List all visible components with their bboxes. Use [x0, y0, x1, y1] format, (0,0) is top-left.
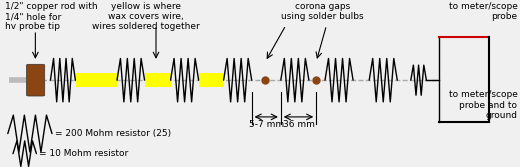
Text: 36 mm: 36 mm: [282, 120, 315, 129]
Text: to meter/scope
probe and to
ground: to meter/scope probe and to ground: [449, 90, 517, 120]
Bar: [76, 73, 117, 87]
Text: 1/2" copper rod with
1/4" hole for
hv probe tip: 1/2" copper rod with 1/4" hole for hv pr…: [5, 2, 98, 31]
Text: = 200 Mohm resistor (25): = 200 Mohm resistor (25): [55, 129, 171, 138]
Bar: [199, 73, 224, 87]
Text: = 10 Mohm resistor: = 10 Mohm resistor: [39, 149, 128, 158]
Text: corona gaps
using solder bulbs: corona gaps using solder bulbs: [281, 2, 363, 21]
Bar: [145, 73, 171, 87]
Text: to meter/scope
probe: to meter/scope probe: [449, 2, 517, 21]
Text: 5-7 mm: 5-7 mm: [249, 120, 284, 129]
Text: yellow is where
wax covers wire,
wires soldered together: yellow is where wax covers wire, wires s…: [92, 2, 200, 31]
FancyBboxPatch shape: [27, 64, 45, 96]
